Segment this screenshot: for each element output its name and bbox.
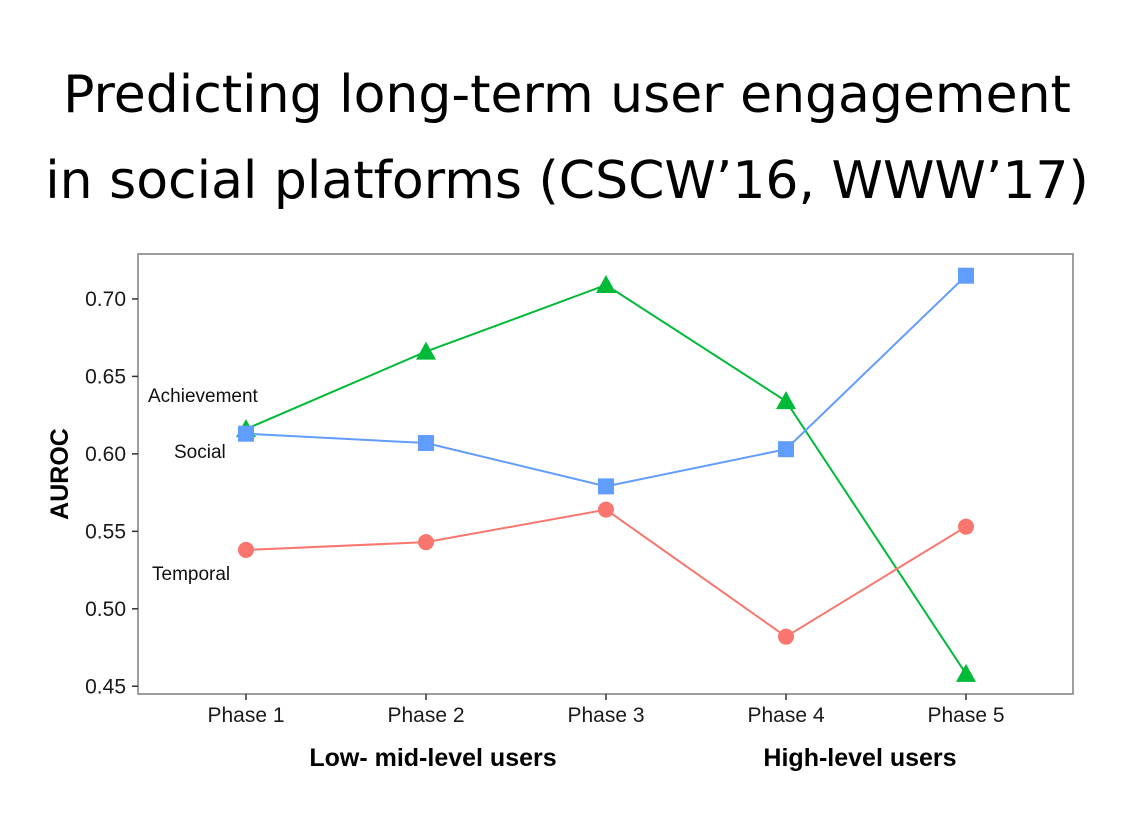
y-tick-label: 0.45: [85, 675, 126, 698]
x-axis: Phase 1 Phase 2 Phase 3 Phase 4 Phase 5: [207, 694, 1005, 727]
slide-title: Predicting long-term user engagement in …: [0, 52, 1134, 224]
data-point-achievement: [776, 391, 796, 410]
x-group-label-high: High-level users: [763, 744, 956, 772]
series-layer: [236, 267, 976, 682]
y-tick-label: 0.50: [85, 598, 126, 621]
y-tick-label: 0.70: [85, 288, 126, 311]
data-point-social: [598, 478, 614, 495]
data-point-temporal: [598, 501, 614, 518]
y-tick-label: 0.60: [85, 443, 126, 466]
data-point-social: [778, 441, 794, 458]
x-group-label-low-mid: Low- mid-level users: [309, 744, 556, 772]
x-tick-label: Phase 3: [567, 704, 644, 727]
y-axis-title: AUROC: [46, 428, 74, 520]
x-tick-label: Phase 1: [207, 704, 284, 727]
data-point-social: [958, 267, 974, 284]
x-tick-label: Phase 5: [927, 704, 1004, 727]
x-tick-label: Phase 4: [747, 704, 824, 727]
series-label-temporal: Temporal: [152, 564, 230, 585]
y-axis: 0.45 0.50 0.55 0.60 0.65 0.70: [85, 288, 138, 698]
series-labels: Achievement Social Temporal: [148, 386, 259, 585]
slide-title-line-2: in social platforms (CSCW’16, WWW’17): [45, 151, 1089, 211]
data-point-temporal: [958, 518, 974, 535]
data-point-achievement: [596, 274, 616, 293]
y-tick-label: 0.65: [85, 365, 126, 388]
data-point-achievement: [416, 341, 436, 360]
plot-panel: [137, 253, 1074, 695]
data-point-social: [418, 435, 434, 452]
x-tick-label: Phase 2: [387, 704, 464, 727]
data-point-temporal: [778, 628, 794, 645]
data-point-temporal: [238, 541, 254, 558]
data-point-achievement: [956, 663, 976, 682]
series-label-achievement: Achievement: [148, 386, 259, 407]
slide-title-line-1: Predicting long-term user engagement: [63, 65, 1071, 125]
y-tick-label: 0.55: [85, 520, 126, 543]
data-point-social: [238, 425, 254, 442]
data-point-temporal: [418, 534, 434, 551]
series-label-social: Social: [174, 442, 226, 463]
